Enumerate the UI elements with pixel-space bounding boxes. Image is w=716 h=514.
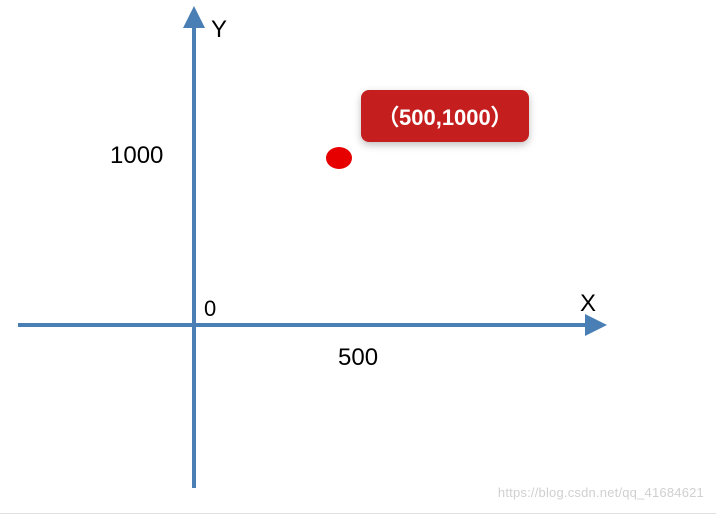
x-tick-label: 500 bbox=[338, 344, 378, 372]
origin-label: 0 bbox=[204, 296, 216, 322]
y-tick-label: 1000 bbox=[110, 142, 163, 170]
watermark-text: https://blog.csdn.net/qq_41684621 bbox=[498, 485, 704, 500]
x-axis-label: X bbox=[580, 290, 596, 318]
x-axis-line bbox=[18, 323, 586, 327]
coordinate-callout: （500,1000） bbox=[361, 90, 529, 142]
coordinate-chart: Y X 0 1000 500 （500,1000） https://blog.c… bbox=[0, 0, 716, 514]
y-axis-line bbox=[192, 24, 196, 488]
data-point-marker bbox=[326, 147, 352, 169]
y-axis-label: Y bbox=[211, 16, 227, 44]
y-axis-arrow-icon bbox=[183, 6, 205, 28]
